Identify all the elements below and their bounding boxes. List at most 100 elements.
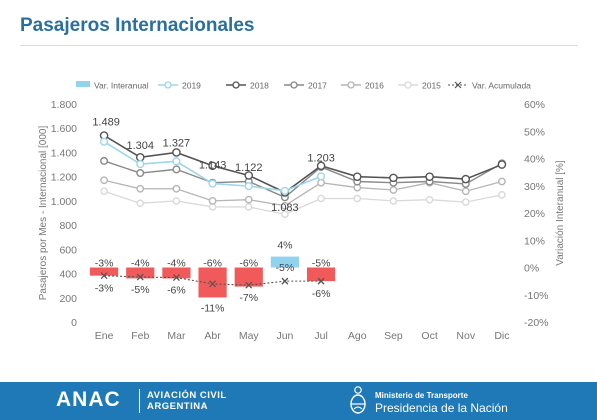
legend-label: Var. Acumulada bbox=[472, 81, 531, 91]
var-interanual-bar bbox=[234, 267, 263, 287]
series-point-2019 bbox=[99, 137, 109, 146]
series-point-2015 bbox=[317, 194, 325, 203]
var-interanual-label: -4% bbox=[131, 258, 150, 270]
y-tick-label: 0 bbox=[71, 317, 77, 329]
var-acumulada-label: -6% bbox=[312, 288, 331, 300]
var-interanual-bar bbox=[306, 267, 336, 282]
var-interanual-bar bbox=[270, 256, 300, 268]
series-point-2015 bbox=[100, 187, 108, 195]
legend-marker-2015 bbox=[404, 81, 412, 89]
var-interanual-label: 4% bbox=[277, 239, 292, 251]
aviacion-civil-label: AVIACIÓN CIVIL ARGENTINA bbox=[147, 390, 227, 412]
series-point-2019 bbox=[244, 182, 253, 191]
y2-tick-label: 0% bbox=[524, 263, 539, 275]
series-point-2018 bbox=[461, 174, 471, 184]
x-tick-label: Jun bbox=[276, 330, 293, 342]
y2-axis-label: Variación Interanual [%] bbox=[555, 160, 566, 266]
y-tick-label: 1.200 bbox=[51, 172, 77, 184]
var-acumulada-label: -6% bbox=[167, 285, 186, 297]
var-interanual-label: -6% bbox=[239, 258, 258, 270]
value-label-2019: 1.143 bbox=[199, 160, 227, 172]
series-point-2017 bbox=[136, 169, 145, 178]
var-interanual-label: -3% bbox=[95, 258, 114, 270]
x-tick-label: Nov bbox=[456, 330, 475, 342]
legend-marker-var-acumulada bbox=[454, 81, 462, 89]
series-point-2016 bbox=[281, 201, 289, 210]
series-point-2017 bbox=[100, 156, 109, 165]
series-point-2015 bbox=[425, 195, 434, 204]
coat-of-arms-icon bbox=[350, 386, 366, 414]
series-point-2019 bbox=[280, 186, 290, 195]
value-label-2019: 1.304 bbox=[126, 140, 154, 152]
series-point-2019 bbox=[316, 172, 326, 181]
logo-divider bbox=[139, 389, 140, 413]
series-point-2015 bbox=[389, 197, 398, 205]
y-axis-label: Pasajeros por Mes - Internacional [000] bbox=[38, 126, 49, 301]
x-tick-label: Ago bbox=[348, 330, 367, 342]
series-point-2015 bbox=[244, 203, 253, 211]
var-interanual-label-jun-secondary: -5% bbox=[276, 262, 295, 274]
series-line-2017 bbox=[103, 160, 503, 199]
anac-logo: ANAC bbox=[56, 388, 121, 411]
series-point-2016 bbox=[317, 178, 325, 187]
series-point-2016 bbox=[461, 187, 470, 196]
series-line-2016 bbox=[103, 179, 503, 207]
y-tick-label: 800 bbox=[59, 220, 77, 232]
var-interanual-bar bbox=[89, 267, 119, 276]
x-tick-label: Dic bbox=[494, 330, 509, 342]
legend-marker-2018 bbox=[232, 81, 240, 89]
series-point-2019 bbox=[172, 157, 181, 166]
var-acumulada-label: -11% bbox=[201, 302, 225, 314]
series-point-2019 bbox=[136, 159, 145, 169]
legend-marker-2016 bbox=[347, 81, 355, 89]
series-point-2018 bbox=[352, 172, 362, 181]
y-tick-label: 1.000 bbox=[51, 196, 77, 208]
aviacion-line-1: AVIACIÓN CIVIL bbox=[147, 390, 227, 401]
ministerio-line-2: Presidencia de la Nación bbox=[375, 401, 508, 415]
var-interanual-label: -6% bbox=[203, 258, 222, 270]
legend-marker-2019 bbox=[164, 81, 172, 89]
x-tick-label: May bbox=[239, 330, 260, 342]
series-point-2016 bbox=[244, 195, 253, 204]
var-acumulada-label: -7% bbox=[239, 292, 258, 304]
legend-label: 2016 bbox=[365, 81, 384, 91]
series-point-2016 bbox=[100, 176, 108, 185]
series-point-2018 bbox=[389, 173, 398, 183]
x-tick-label: Sep bbox=[384, 330, 403, 342]
y2-tick-label: 40% bbox=[524, 154, 545, 166]
var-acumulada-marker bbox=[317, 277, 325, 285]
series-point-2018 bbox=[244, 171, 254, 180]
legend-swatch-var-interanual bbox=[76, 81, 90, 87]
series-point-2015 bbox=[136, 199, 145, 208]
page-title: Pasajeros Internacionales bbox=[20, 15, 255, 36]
series-point-2017 bbox=[172, 165, 181, 174]
y-tick-label: 200 bbox=[59, 293, 77, 305]
value-label-2019: 1.083 bbox=[271, 202, 299, 214]
ministerio-label: Ministerio de Transporte Presidencia de … bbox=[375, 390, 508, 414]
var-acumulada-marker bbox=[281, 277, 289, 285]
footer-bar: ANAC AVIACIÓN CIVIL ARGENTINA Ministerio… bbox=[0, 382, 597, 420]
y-tick-label: 600 bbox=[59, 244, 77, 256]
y2-tick-label: 10% bbox=[524, 235, 545, 247]
y-tick-label: 1.800 bbox=[51, 99, 77, 111]
value-label-2019: 1.327 bbox=[163, 137, 191, 149]
aviacion-line-2: ARGENTINA bbox=[147, 401, 208, 412]
var-acumulada-marker bbox=[209, 280, 217, 288]
series-point-2018 bbox=[425, 172, 434, 181]
legend-label: 2015 bbox=[422, 81, 441, 91]
series-point-2015 bbox=[172, 197, 181, 205]
y-tick-label: 400 bbox=[59, 269, 77, 281]
y-tick-label: 1.600 bbox=[51, 123, 77, 135]
legend-label: Var. Interanual bbox=[94, 81, 149, 91]
ministerio-line-1: Ministerio de Transporte bbox=[375, 391, 468, 400]
series-point-2016 bbox=[172, 184, 181, 193]
y2-tick-label: 60% bbox=[524, 99, 545, 111]
y2-tick-label: 30% bbox=[524, 181, 545, 193]
x-tick-label: Mar bbox=[167, 330, 186, 342]
series-point-2016 bbox=[136, 184, 145, 193]
x-tick-label: Oct bbox=[421, 330, 437, 342]
value-label-2019: 1.489 bbox=[92, 117, 120, 129]
var-interanual-label: -5% bbox=[312, 258, 331, 270]
passengers-chart: Pasajeros por Mes - Internacional [000] V… bbox=[38, 81, 566, 343]
var-acumulada-label: -5% bbox=[131, 284, 150, 296]
